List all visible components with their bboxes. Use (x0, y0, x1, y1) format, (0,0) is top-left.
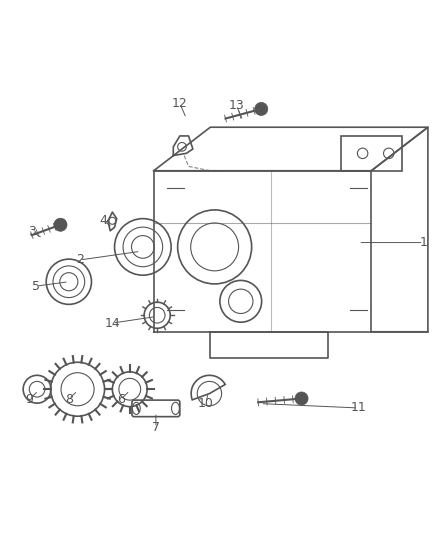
Text: 6: 6 (117, 393, 125, 406)
Text: 3: 3 (28, 225, 36, 238)
Text: 14: 14 (105, 317, 120, 329)
Text: 1: 1 (420, 236, 427, 249)
Circle shape (54, 218, 67, 231)
Text: 8: 8 (65, 393, 73, 406)
Circle shape (295, 392, 308, 405)
Text: 11: 11 (350, 401, 366, 415)
Text: 7: 7 (152, 421, 160, 434)
Circle shape (255, 102, 268, 116)
Text: 10: 10 (198, 397, 214, 410)
Text: 13: 13 (229, 99, 244, 112)
Text: 9: 9 (26, 393, 34, 406)
Text: 4: 4 (100, 214, 108, 227)
Text: 12: 12 (172, 97, 188, 110)
Text: 5: 5 (32, 280, 40, 293)
Text: 2: 2 (76, 254, 84, 266)
